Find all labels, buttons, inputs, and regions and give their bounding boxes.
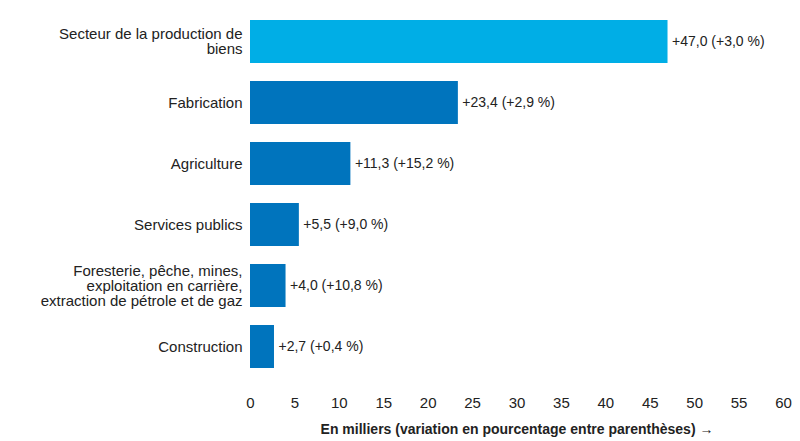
svg-text:25: 25 bbox=[464, 394, 481, 411]
svg-text:60: 60 bbox=[775, 394, 792, 411]
svg-text:5: 5 bbox=[291, 394, 299, 411]
svg-text:15: 15 bbox=[375, 394, 392, 411]
svg-text:Services publics: Services publics bbox=[134, 216, 242, 233]
svg-text:Foresterie, pêche, mines,explo: Foresterie, pêche, mines,exploitation en… bbox=[41, 262, 243, 309]
svg-text:30: 30 bbox=[509, 394, 526, 411]
svg-text:+47,0 (+3,0 %): +47,0 (+3,0 %) bbox=[672, 33, 765, 49]
svg-text:Construction: Construction bbox=[158, 338, 242, 355]
svg-text:20: 20 bbox=[420, 394, 437, 411]
svg-text:+11,3 (+15,2 %): +11,3 (+15,2 %) bbox=[355, 155, 454, 171]
svg-text:+5,5 (+9,0 %): +5,5 (+9,0 %) bbox=[303, 216, 388, 232]
svg-text:10: 10 bbox=[331, 394, 348, 411]
svg-text:Agriculture: Agriculture bbox=[171, 155, 243, 172]
svg-text:Fabrication: Fabrication bbox=[168, 94, 242, 111]
svg-text:55: 55 bbox=[731, 394, 748, 411]
svg-text:50: 50 bbox=[686, 394, 703, 411]
svg-text:0: 0 bbox=[246, 394, 254, 411]
svg-text:35: 35 bbox=[553, 394, 570, 411]
svg-text:40: 40 bbox=[597, 394, 614, 411]
svg-text:+23,4 (+2,9 %): +23,4 (+2,9 %) bbox=[462, 94, 555, 110]
svg-text:Secteur de la production debie: Secteur de la production debiens bbox=[59, 25, 242, 57]
svg-text:En milliers (variation en pour: En milliers (variation en pourcentage en… bbox=[321, 421, 714, 437]
svg-text:+4,0 (+10,8 %): +4,0 (+10,8 %) bbox=[290, 277, 383, 293]
svg-text:+2,7 (+0,4 %): +2,7 (+0,4 %) bbox=[278, 338, 363, 354]
svg-text:45: 45 bbox=[642, 394, 659, 411]
